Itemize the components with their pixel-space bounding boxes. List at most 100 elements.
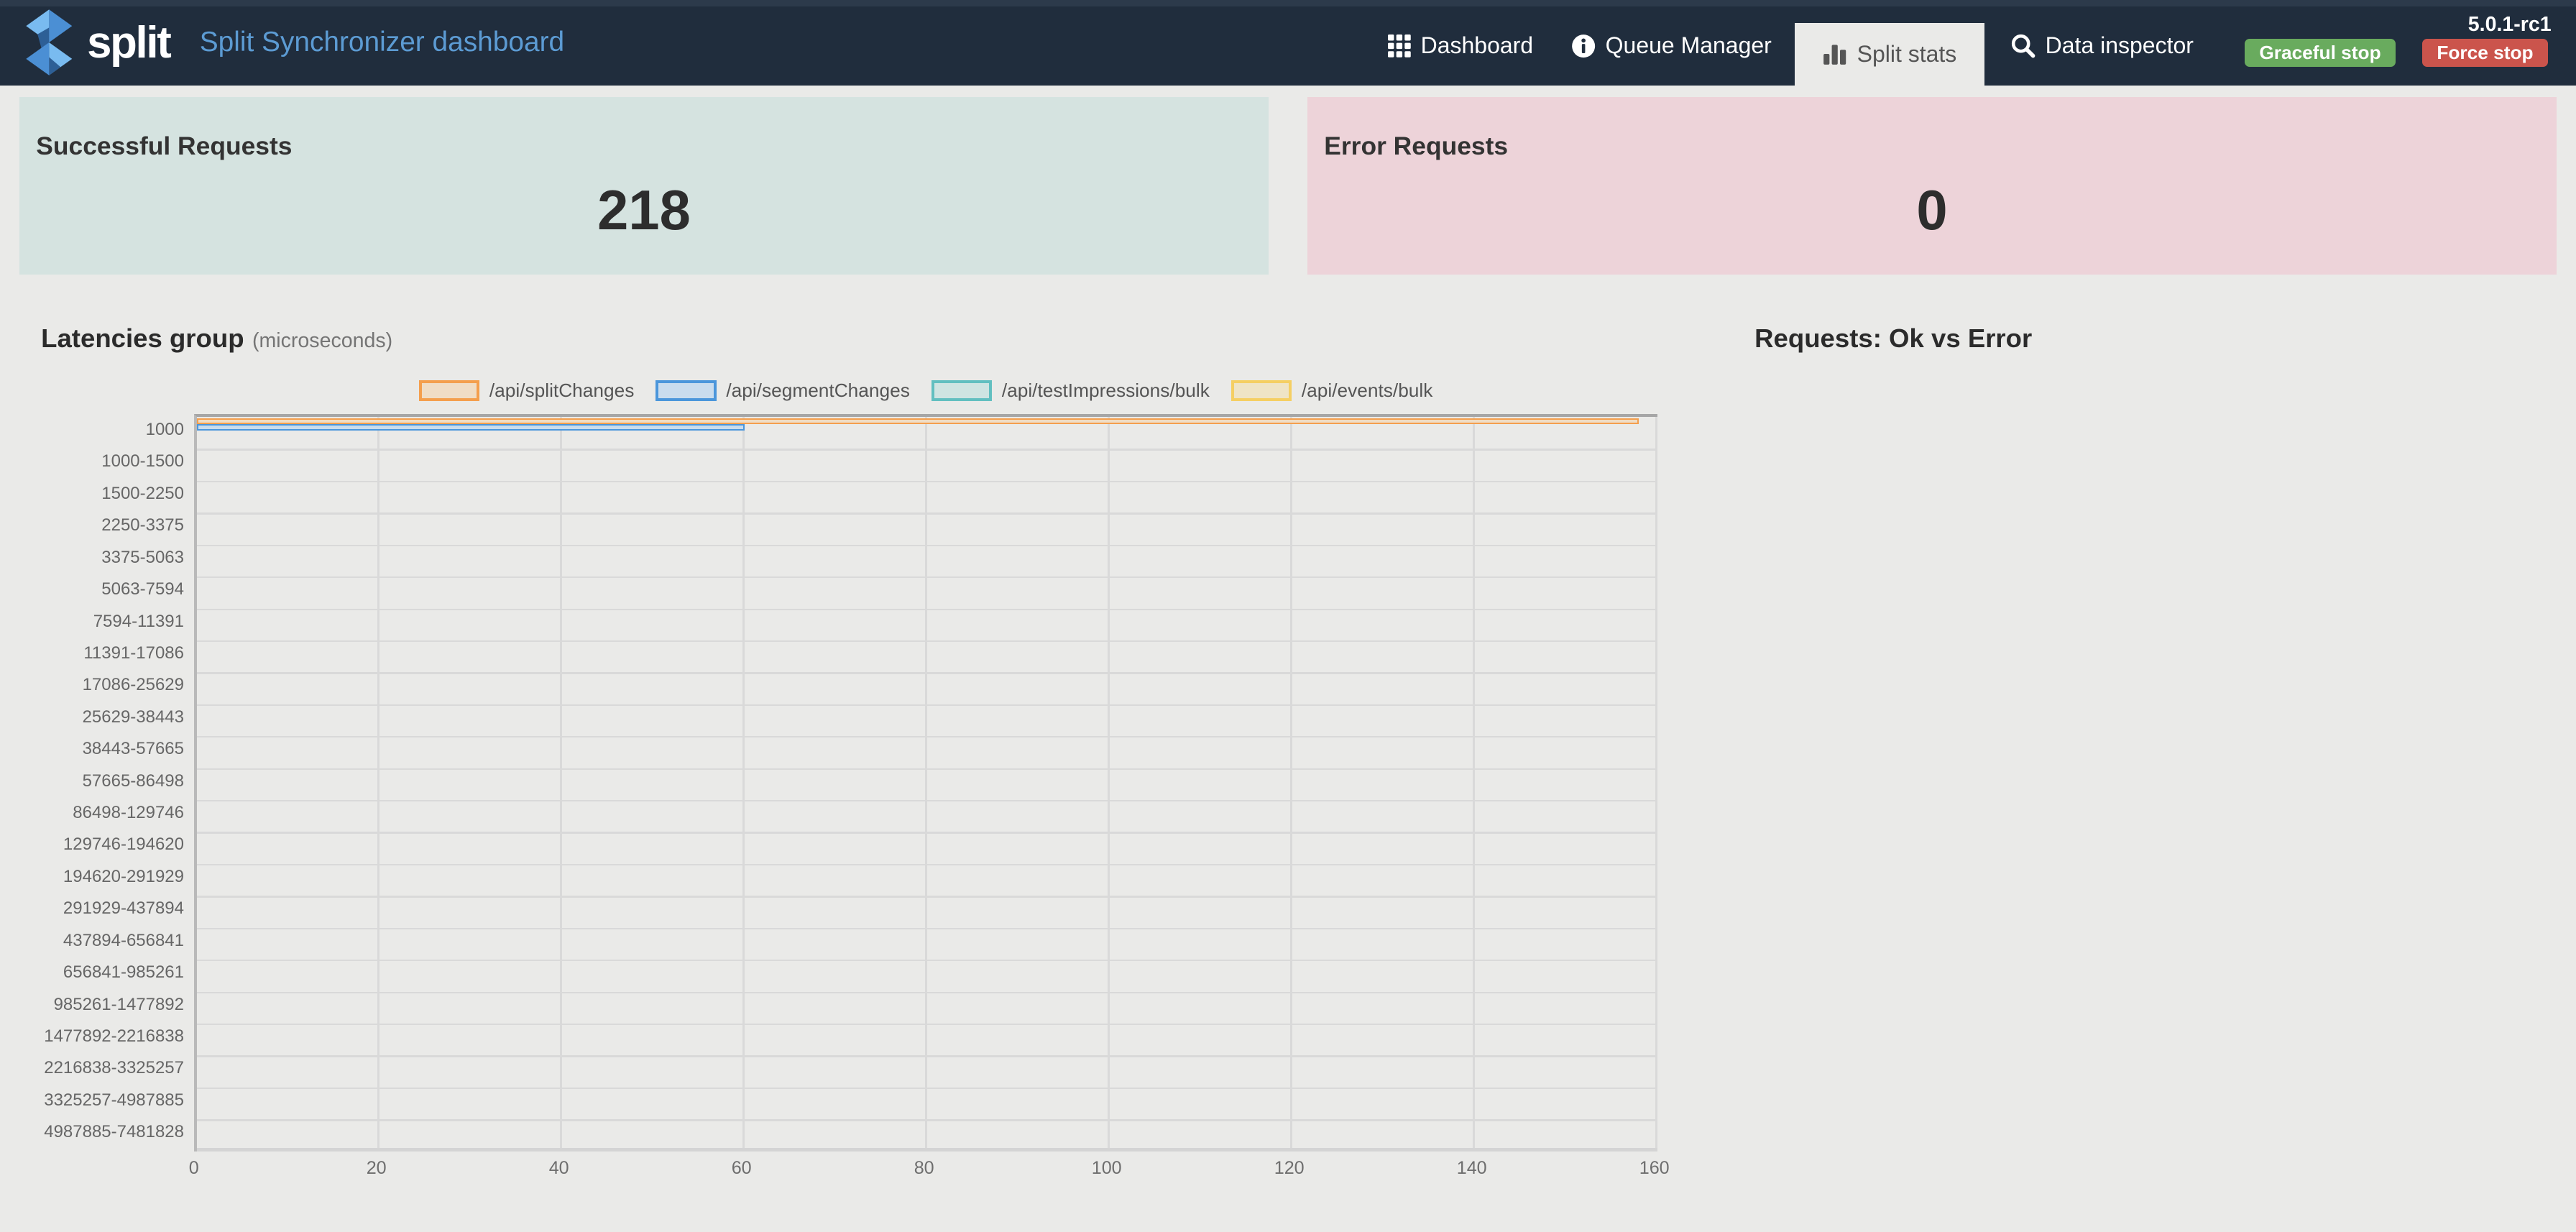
- version-label: 5.0.1-rc1: [2467, 13, 2552, 37]
- legend-color-swatch: [418, 380, 480, 402]
- horizontal-gridline: [196, 927, 1657, 930]
- horizontal-gridline: [196, 704, 1657, 707]
- category-label: 2216838-3325257: [44, 1058, 184, 1078]
- horizontal-gridline: [196, 672, 1657, 674]
- stat-cards-row: Successful Requests 218 Error Requests 0: [19, 96, 2557, 275]
- horizontal-gridline: [196, 991, 1657, 993]
- category-label: 291929-437894: [63, 898, 184, 919]
- split-logo-icon: [24, 8, 74, 77]
- category-label: 1500-2250: [101, 483, 184, 503]
- legend-label: /api/events/bulk: [1301, 379, 1433, 401]
- category-label: 1000: [145, 419, 184, 439]
- grid-icon: [1387, 34, 1411, 58]
- legend-item[interactable]: /api/splitChanges: [418, 379, 635, 402]
- horizontal-gridline: [196, 544, 1657, 546]
- legend-label: /api/splitChanges: [489, 379, 635, 401]
- vertical-gridline: [377, 416, 380, 1151]
- horizontal-gridline: [196, 449, 1657, 451]
- horizontal-gridline: [196, 832, 1657, 834]
- bar-api-splitChanges: [196, 418, 1639, 425]
- horizontal-gridline: [196, 512, 1657, 515]
- category-label: 129746-194620: [63, 835, 184, 855]
- vertical-gridline: [925, 416, 927, 1151]
- brand: split Split Synchronizer dashboard: [24, 0, 564, 86]
- nav-item-dashboard[interactable]: Dashboard: [1387, 26, 1534, 59]
- horizontal-gridline: [196, 1024, 1657, 1026]
- nav-item-label: Data inspector: [2045, 32, 2194, 59]
- legend-color-swatch: [931, 380, 993, 402]
- legend-color-swatch: [656, 380, 717, 402]
- category-label: 11391-17086: [83, 643, 184, 663]
- bar-chart-icon: [1823, 42, 1847, 65]
- x-tick-label: 20: [366, 1158, 387, 1179]
- info-icon: [1571, 34, 1596, 58]
- horizontal-gridline: [196, 736, 1657, 738]
- x-tick-label: 140: [1456, 1158, 1487, 1179]
- latencies-chart-unit: (microseconds): [252, 329, 393, 353]
- category-label: 17086-25629: [82, 675, 184, 695]
- horizontal-gridline: [196, 896, 1657, 898]
- successful-requests-card: Successful Requests 218: [19, 96, 1269, 275]
- x-tick-label: 40: [548, 1158, 569, 1179]
- legend-label: /api/segmentChanges: [726, 379, 910, 401]
- force-stop-button[interactable]: Force stop: [2421, 38, 2549, 67]
- category-label: 1477892-2216838: [44, 1026, 184, 1046]
- legend-color-swatch: [1230, 380, 1292, 402]
- latency-plot: [193, 413, 1657, 1151]
- vertical-gridline: [1108, 416, 1110, 1151]
- x-tick-label: 60: [731, 1158, 752, 1179]
- category-label: 2250-3375: [101, 515, 184, 535]
- category-label: 86498-129746: [73, 803, 184, 823]
- category-label: 656841-985261: [63, 962, 184, 983]
- x-tick-label: 80: [914, 1158, 934, 1179]
- category-label: 5063-7594: [101, 579, 184, 599]
- page-title: Split Synchronizer dashboard: [199, 27, 565, 58]
- card-title: Error Requests: [1324, 131, 1509, 160]
- category-label: 25629-38443: [82, 707, 184, 727]
- category-label: 4987885-7481828: [44, 1122, 184, 1142]
- requests-chart-title: Requests: Ok vs Error: [1754, 323, 2033, 354]
- category-label: 3375-5063: [101, 547, 184, 567]
- tab-split-stats[interactable]: Split stats: [1794, 23, 1985, 86]
- nav-item-data-inspector[interactable]: Data inspector: [2011, 26, 2194, 59]
- graceful-stop-button[interactable]: Graceful stop: [2244, 38, 2396, 67]
- search-icon: [2011, 34, 2036, 58]
- legend-item[interactable]: /api/testImpressions/bulk: [931, 379, 1210, 402]
- legend-label: /api/testImpressions/bulk: [1001, 379, 1210, 401]
- legend-item[interactable]: /api/events/bulk: [1230, 379, 1433, 402]
- horizontal-gridline: [196, 576, 1657, 579]
- horizontal-gridline: [196, 480, 1657, 483]
- nav-item-label: Split stats: [1857, 40, 1957, 67]
- nav-item-label: Dashboard: [1420, 32, 1534, 59]
- card-title: Successful Requests: [36, 131, 293, 160]
- vertical-gridline: [1473, 416, 1475, 1151]
- horizontal-gridline: [196, 1055, 1657, 1057]
- brand-wordmark: split: [87, 17, 172, 68]
- x-tick-label: 120: [1274, 1158, 1305, 1179]
- horizontal-gridline: [196, 863, 1657, 866]
- latencies-chart: 1000 1000-1500 1500-2250 2250-3375 3375-5063…: [0, 413, 1708, 1203]
- vertical-gridline: [742, 416, 745, 1151]
- category-label: 985261-1477892: [53, 994, 184, 1014]
- vertical-gridline: [560, 416, 562, 1151]
- nav-item-queue-manager[interactable]: Queue Manager: [1571, 26, 1772, 59]
- bar-api-segmentChanges: [196, 424, 745, 431]
- legend-item[interactable]: /api/segmentChanges: [656, 380, 910, 402]
- horizontal-gridline: [196, 1119, 1657, 1121]
- latency-legend: /api/splitChanges/api/segmentChanges/api…: [194, 380, 1658, 402]
- category-label: 194620-291929: [63, 866, 184, 886]
- x-tick-label: 100: [1091, 1158, 1122, 1179]
- card-value: 0: [1916, 180, 1948, 242]
- category-label: 7594-11391: [93, 611, 184, 631]
- category-label: 1000-1500: [101, 451, 184, 472]
- x-tick-label: 160: [1639, 1158, 1670, 1179]
- horizontal-gridline: [196, 608, 1657, 610]
- nav-menu: Dashboard Queue Manager: [1387, 0, 2549, 86]
- vertical-gridline: [1655, 416, 1657, 1151]
- error-requests-card: Error Requests 0: [1307, 96, 2557, 275]
- card-value: 218: [597, 180, 691, 242]
- navbar-top-strip: [0, 0, 2576, 7]
- navbar: split Split Synchronizer dashboard Dashb…: [0, 0, 2576, 86]
- x-tick-label: 0: [188, 1158, 199, 1179]
